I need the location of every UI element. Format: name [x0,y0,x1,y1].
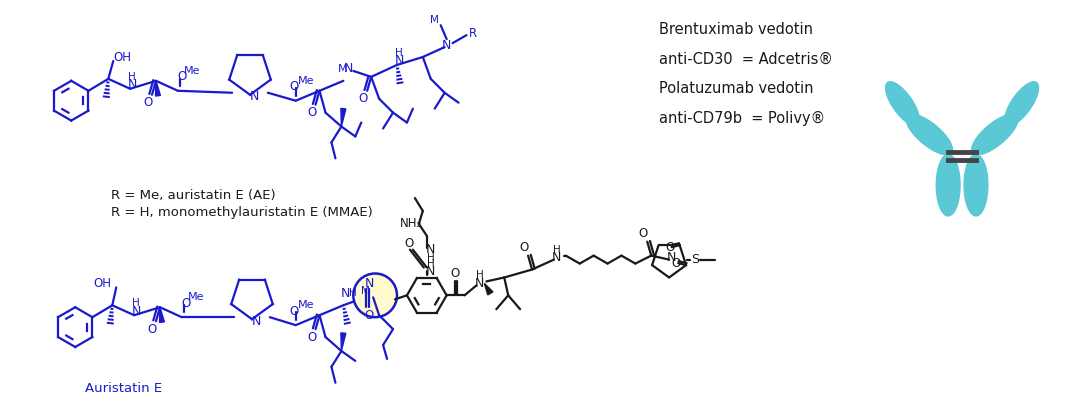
Text: H: H [427,259,434,268]
Ellipse shape [972,114,1018,155]
Text: H: H [427,253,434,263]
Text: NH₂: NH₂ [400,217,422,231]
Text: O: O [365,309,374,322]
Text: N: N [252,315,260,328]
Text: OH: OH [93,277,111,290]
Text: Polatuzumab vedotin: Polatuzumab vedotin [659,81,813,96]
Text: N: N [127,78,137,91]
Polygon shape [341,108,346,127]
Text: O: O [147,323,157,336]
Text: Auristatin E: Auristatin E [85,382,162,395]
Text: O: O [181,297,190,310]
Text: O: O [289,305,298,318]
Text: R = Me, auristatin E (AE): R = Me, auristatin E (AE) [111,189,275,202]
Ellipse shape [906,114,953,155]
Text: O: O [450,267,459,280]
Text: anti-CD79b  = Polivy®: anti-CD79b = Polivy® [659,111,825,126]
Text: O: O [665,241,674,253]
Text: O: O [289,80,298,93]
Text: O: O [404,237,414,250]
Text: N: N [427,243,435,256]
Ellipse shape [886,82,919,126]
Text: M: M [361,287,369,296]
Text: Me: Me [188,292,204,302]
Text: O: O [519,241,529,254]
Text: R = H, monomethylauristatin E (MMAE): R = H, monomethylauristatin E (MMAE) [111,206,373,219]
Text: H: H [132,298,140,308]
Text: O: O [177,71,187,83]
Text: R: R [469,27,476,39]
Polygon shape [156,81,161,96]
Text: O: O [144,96,152,109]
Text: M: M [430,15,440,25]
Polygon shape [160,307,164,322]
Text: N: N [442,39,451,52]
Text: H: H [475,270,483,280]
Text: N: N [249,90,259,103]
Text: N: N [552,251,562,264]
Text: H: H [553,245,561,255]
Text: H: H [350,289,357,298]
Text: Me: Me [297,76,314,86]
Text: O: O [307,106,316,119]
Text: N: N [427,265,435,278]
Ellipse shape [964,154,988,216]
Text: N: N [340,287,350,300]
Text: N: N [666,251,676,264]
Ellipse shape [936,154,960,216]
Text: S: S [691,253,699,266]
Text: N: N [132,305,140,318]
Text: Brentuximab vedotin: Brentuximab vedotin [659,22,813,37]
Text: Me: Me [297,300,314,310]
Text: N: N [394,54,404,67]
Text: H: H [129,72,136,82]
Text: anti-CD30  = Adcetris®: anti-CD30 = Adcetris® [659,52,833,66]
Text: H: H [395,48,403,58]
Ellipse shape [1004,82,1039,126]
Text: M: M [338,64,347,74]
Text: O: O [307,330,316,344]
Text: O: O [359,92,368,105]
Text: OH: OH [113,52,132,64]
Text: N: N [475,277,484,290]
Polygon shape [485,283,492,295]
Text: N: N [343,62,353,75]
Text: O: O [672,257,680,270]
Circle shape [353,274,397,317]
Text: Me: Me [184,66,200,76]
Text: O: O [638,227,648,240]
Polygon shape [341,333,346,351]
Text: N: N [364,277,374,290]
